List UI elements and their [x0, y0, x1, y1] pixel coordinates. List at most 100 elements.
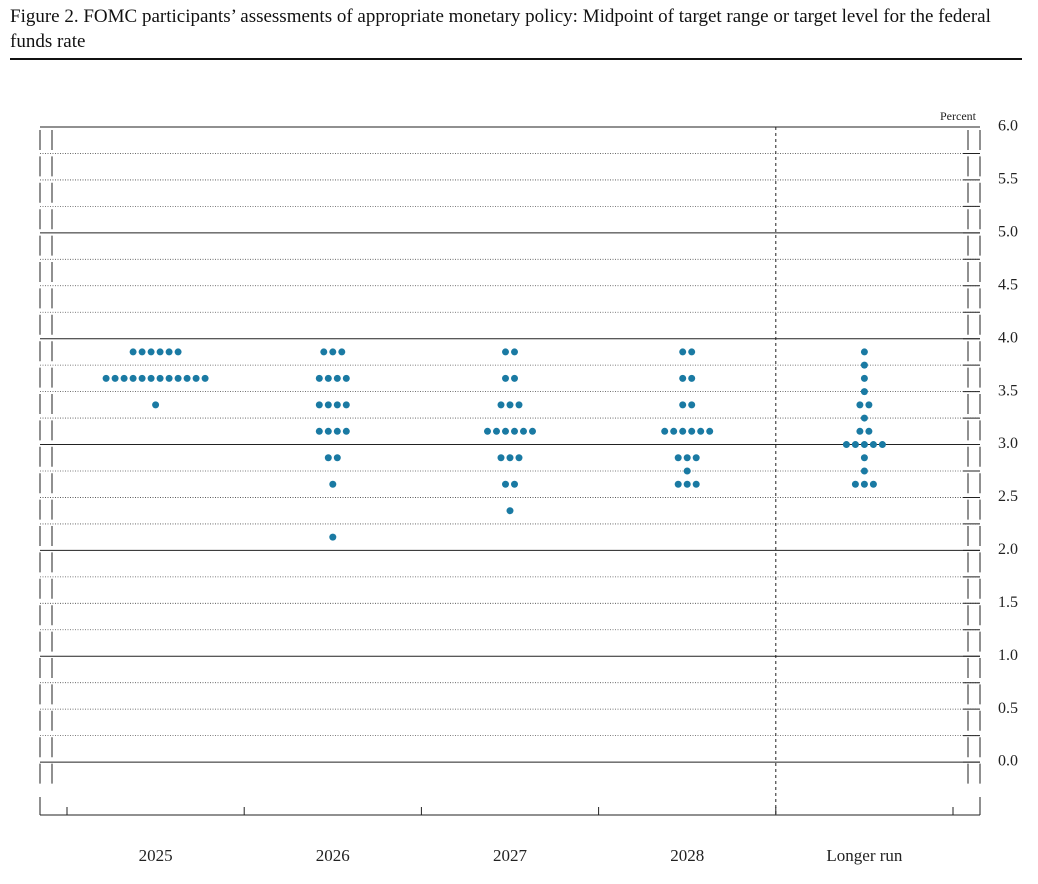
dot: [869, 441, 877, 449]
dot: [515, 454, 523, 462]
dot: [860, 348, 868, 356]
dot: [515, 401, 523, 409]
dot: [860, 388, 868, 396]
dot: [147, 374, 155, 382]
dot: [342, 401, 350, 409]
dot: [511, 374, 518, 382]
dot: [120, 374, 128, 382]
dot: [697, 427, 705, 435]
y-tick-label: 3.5: [998, 382, 1018, 399]
dot: [674, 454, 682, 462]
dot: [856, 401, 864, 409]
dot: [333, 454, 341, 462]
dot: [315, 427, 323, 435]
y-tick-label: 3.0: [998, 435, 1018, 452]
x-tick-label: 2025: [139, 846, 173, 865]
dot: [670, 427, 678, 435]
dot: [201, 374, 209, 382]
x-tick-label: 2026: [316, 846, 350, 865]
y-tick-label: 2.0: [998, 541, 1018, 558]
dot: [529, 427, 536, 435]
dot: [165, 348, 173, 356]
dot: [860, 414, 868, 422]
y-tick-label: 0.0: [998, 753, 1018, 770]
y-tick-label: 4.5: [998, 276, 1018, 293]
dot: [865, 427, 873, 435]
dot: [174, 374, 182, 382]
dot: [129, 348, 137, 356]
y-tick-label: 5.5: [998, 171, 1018, 188]
y-tick-label: 2.5: [998, 488, 1018, 505]
dot: [842, 441, 850, 449]
dot: [342, 374, 350, 382]
y-tick-label: 0.5: [998, 700, 1018, 717]
dot: [324, 374, 332, 382]
dot: [333, 401, 341, 409]
y-axis-unit: Percent: [940, 109, 977, 123]
dot: [342, 427, 350, 435]
dot: [502, 480, 509, 488]
dot: [324, 454, 332, 462]
dot: [679, 374, 687, 382]
dot: [869, 480, 877, 488]
dot: [174, 348, 182, 356]
dot: [497, 454, 505, 462]
y-tick-label: 1.0: [998, 647, 1018, 664]
dot: [856, 427, 864, 435]
dot: [165, 374, 173, 382]
dot: [506, 507, 514, 515]
y-tick-label: 5.0: [998, 224, 1018, 241]
dot: [497, 401, 505, 409]
dot: [324, 401, 332, 409]
dot: [129, 374, 137, 382]
x-tick-label: 2028: [670, 846, 704, 865]
dot: [156, 374, 164, 382]
dot: [329, 480, 337, 488]
dot: [688, 427, 696, 435]
dot: [692, 454, 700, 462]
y-tick-label: 6.0: [998, 118, 1018, 135]
dot: [324, 427, 332, 435]
dot: [520, 427, 527, 435]
dot: [147, 348, 155, 356]
x-tick-label: Longer run: [826, 846, 903, 865]
dot: [851, 480, 859, 488]
dot: [192, 374, 200, 382]
dot: [320, 348, 328, 356]
dot: [865, 401, 873, 409]
dot: [102, 374, 110, 382]
dot: [502, 348, 509, 356]
dot: [111, 374, 119, 382]
dot: [333, 374, 341, 382]
dot: [860, 480, 868, 488]
dot: [506, 454, 514, 462]
dot: [878, 441, 886, 449]
dot: [688, 348, 696, 356]
y-tick-label: 1.5: [998, 594, 1018, 611]
dot: [484, 427, 491, 435]
dot: [315, 374, 323, 382]
dot: [683, 467, 691, 475]
dot: [683, 480, 691, 488]
dot: [511, 348, 518, 356]
y-tick-label: 4.0: [998, 329, 1018, 346]
dot: [661, 427, 669, 435]
dot: [860, 374, 868, 382]
dot: [860, 361, 868, 369]
dot: [506, 401, 514, 409]
dot: [679, 427, 687, 435]
dot: [706, 427, 714, 435]
dot: [679, 401, 687, 409]
dot: [138, 374, 146, 382]
dot: [511, 427, 518, 435]
dot: [329, 533, 337, 541]
dot: [860, 467, 868, 475]
dot: [679, 348, 687, 356]
dot: [502, 427, 509, 435]
dot: [493, 427, 500, 435]
dot: [688, 401, 696, 409]
dot: [152, 401, 160, 409]
dot: [156, 348, 164, 356]
dot: [315, 401, 323, 409]
